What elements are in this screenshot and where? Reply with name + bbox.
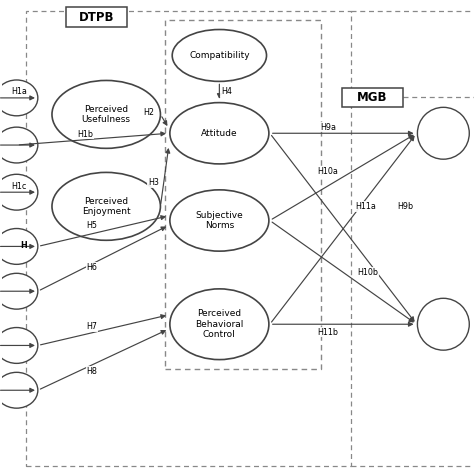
- Text: Perceived
Enjoyment: Perceived Enjoyment: [82, 197, 130, 216]
- Text: MGB: MGB: [357, 91, 388, 104]
- Text: H9b: H9b: [398, 202, 414, 211]
- Text: H8: H8: [87, 367, 98, 376]
- Ellipse shape: [52, 173, 160, 240]
- Text: Subjective
Norms: Subjective Norms: [195, 211, 243, 230]
- Bar: [26, 10, 351, 465]
- Ellipse shape: [170, 102, 269, 164]
- Bar: [165, 20, 321, 369]
- Ellipse shape: [0, 80, 38, 116]
- Ellipse shape: [0, 174, 38, 210]
- Ellipse shape: [0, 273, 38, 309]
- Text: H5: H5: [87, 221, 98, 230]
- Text: H1c: H1c: [11, 182, 27, 191]
- Text: H3: H3: [148, 178, 159, 187]
- Text: H6: H6: [87, 263, 98, 272]
- Text: Perceived
Behavioral
Control: Perceived Behavioral Control: [195, 310, 244, 339]
- Text: Perceived
Usefulness: Perceived Usefulness: [82, 105, 131, 124]
- Text: H1b: H1b: [77, 130, 93, 139]
- Ellipse shape: [0, 228, 38, 264]
- Text: H1a: H1a: [11, 87, 27, 96]
- Ellipse shape: [52, 81, 160, 148]
- FancyBboxPatch shape: [342, 88, 403, 107]
- Text: H10b: H10b: [357, 268, 378, 277]
- Ellipse shape: [0, 328, 38, 364]
- Ellipse shape: [418, 107, 469, 159]
- Text: H10a: H10a: [318, 167, 338, 176]
- Text: H4: H4: [221, 87, 232, 96]
- Text: H2: H2: [143, 108, 154, 117]
- Text: Compatibility: Compatibility: [189, 51, 250, 60]
- Ellipse shape: [172, 29, 266, 82]
- Ellipse shape: [0, 373, 38, 408]
- Text: H7: H7: [87, 322, 98, 331]
- Ellipse shape: [418, 298, 469, 350]
- Ellipse shape: [0, 127, 38, 163]
- Text: H9a: H9a: [320, 123, 336, 132]
- Text: H11b: H11b: [317, 328, 338, 337]
- Text: H11a: H11a: [355, 202, 376, 211]
- FancyBboxPatch shape: [66, 8, 128, 27]
- Text: H: H: [20, 241, 27, 250]
- Ellipse shape: [170, 190, 269, 251]
- Text: Attitude: Attitude: [201, 129, 237, 138]
- Ellipse shape: [170, 289, 269, 360]
- Text: DTPB: DTPB: [79, 11, 115, 24]
